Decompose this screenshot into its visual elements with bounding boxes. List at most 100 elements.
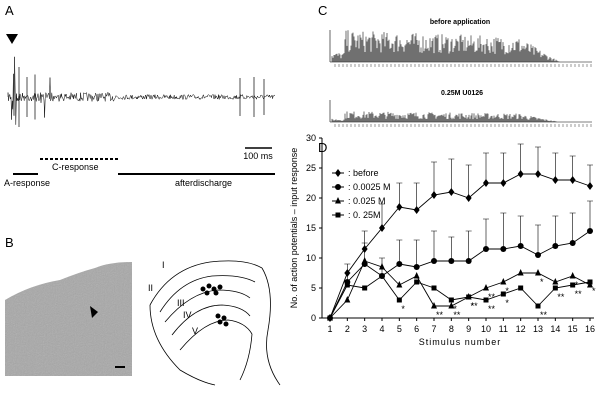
recording-sites	[200, 283, 229, 327]
layer-label: I	[162, 260, 165, 270]
marker	[483, 297, 489, 303]
marker	[414, 279, 420, 285]
marker	[483, 246, 489, 252]
marker	[327, 315, 333, 321]
histogram-title: before application	[430, 19, 490, 26]
marker	[344, 296, 351, 303]
marker	[335, 184, 341, 190]
panel-label: C	[318, 3, 327, 18]
marker	[379, 224, 385, 232]
x-tick-label: 16	[585, 324, 595, 334]
trace-path	[7, 56, 276, 125]
legend-label: : 0.0025 M	[348, 182, 391, 192]
marker	[466, 294, 472, 300]
marker	[500, 179, 507, 187]
marker	[431, 191, 437, 199]
error-bar	[517, 215, 524, 246]
series-line	[329, 173, 591, 319]
significance-label: **	[488, 304, 496, 314]
x-tick-label: 6	[414, 324, 419, 334]
y-tick-label: 20	[306, 193, 316, 203]
panel-label: B	[5, 235, 14, 250]
marker	[413, 272, 420, 279]
y-axis-label: No. of action potentials – input respons…	[289, 148, 299, 309]
scale-label: 100 ms	[243, 151, 273, 161]
x-tick-label: 3	[362, 324, 367, 334]
significance-label: *	[505, 298, 509, 308]
error-bar	[552, 215, 559, 246]
marker	[431, 285, 437, 291]
significance-label: **	[471, 301, 479, 311]
series-line	[329, 260, 591, 319]
marker	[335, 197, 341, 204]
marker	[552, 278, 559, 285]
marker	[379, 273, 385, 279]
x-tick-label: 5	[397, 324, 402, 334]
marker	[431, 258, 437, 264]
marker	[379, 263, 385, 270]
histogram-title: 0.25M U0126	[441, 90, 483, 97]
significance-label: *	[505, 286, 509, 296]
significance-label: **	[488, 292, 496, 302]
stimulus-arrow	[6, 34, 18, 44]
x-tick-label: 11	[499, 324, 508, 334]
marker	[535, 269, 541, 276]
error-bar	[483, 152, 489, 183]
afterdischarge-label: afterdischarge	[175, 178, 232, 188]
significance-label: **	[436, 310, 444, 320]
marker	[587, 279, 593, 285]
cortex-diagram	[149, 260, 281, 386]
marker	[396, 297, 402, 303]
c-response-label: C-response	[52, 162, 99, 172]
marker	[396, 261, 403, 267]
marker	[413, 264, 420, 270]
marker	[344, 282, 350, 288]
x-tick-label: 4	[379, 324, 384, 334]
x-tick-label: 8	[449, 324, 454, 334]
marker	[517, 243, 524, 249]
y-tick-label: 10	[306, 253, 316, 263]
error-bar	[500, 152, 507, 183]
error-bar	[500, 212, 507, 249]
significance-label: *	[592, 286, 596, 296]
marker	[465, 194, 472, 202]
error-bar	[431, 161, 437, 195]
spike-histograms	[329, 30, 592, 127]
layer-label: IV	[183, 310, 192, 320]
significance-label: *	[575, 280, 579, 290]
significance-label: *	[453, 304, 457, 314]
error-bar	[587, 200, 593, 231]
error-bar	[396, 239, 403, 264]
error-bar	[535, 146, 541, 174]
marker	[569, 176, 576, 184]
y-tick-label: 15	[306, 223, 316, 233]
error-bar	[552, 152, 559, 180]
error-bar	[465, 230, 472, 261]
series-line	[329, 275, 591, 319]
marker	[448, 302, 455, 309]
significance-label: **	[575, 289, 583, 299]
marker	[362, 285, 368, 291]
series-line	[329, 230, 591, 319]
marker	[483, 179, 489, 187]
significance-label: *	[401, 304, 405, 314]
error-bar	[413, 239, 420, 267]
marker	[396, 203, 403, 211]
marker	[396, 281, 403, 288]
y-tick-label: 0	[311, 313, 316, 323]
x-tick-label: 10	[481, 324, 491, 334]
legend-label: : 0.025 M	[348, 196, 386, 206]
marker	[587, 228, 593, 234]
legend-label: : before	[348, 168, 379, 178]
marker	[570, 282, 576, 288]
x-tick-label: 12	[516, 324, 526, 334]
x-tick-label: 13	[533, 324, 543, 334]
marker	[448, 258, 455, 264]
marker	[552, 176, 559, 184]
marker	[552, 243, 559, 249]
error-bar	[396, 182, 403, 207]
a-response-label: A-response	[4, 178, 50, 188]
error-bar	[535, 224, 541, 255]
marker	[535, 252, 541, 258]
